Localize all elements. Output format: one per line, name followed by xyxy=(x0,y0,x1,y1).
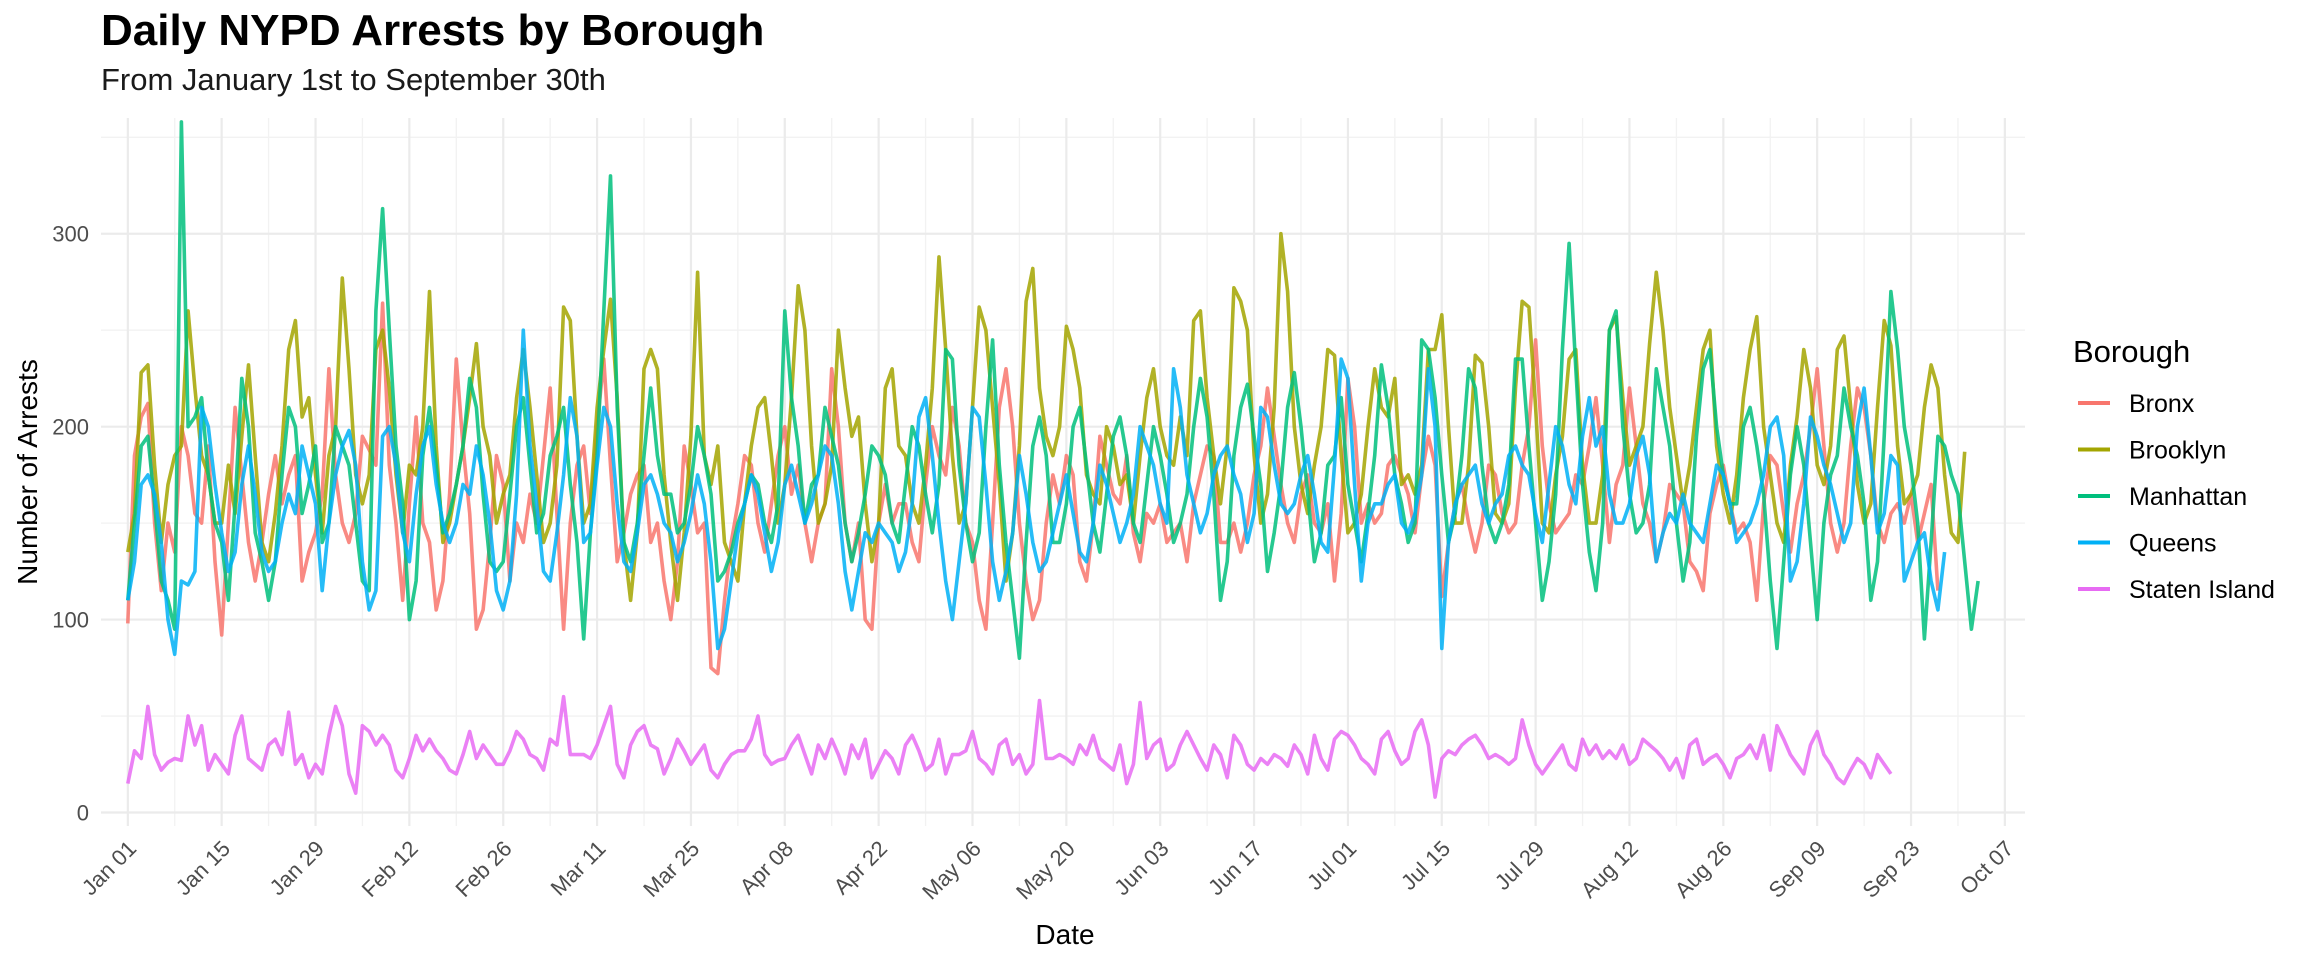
legend: Borough Bronx Brooklyn Manhattan Queens Stat… xyxy=(2073,334,2275,604)
x-tick-label: Mar 25 xyxy=(638,836,704,902)
series-line-brooklyn xyxy=(126,231,1967,603)
y-tick-label: 300 xyxy=(52,222,89,247)
x-tick-label: Jan 15 xyxy=(171,836,235,900)
chart-title: Daily NYPD Arrests by Borough xyxy=(101,6,765,55)
legend-label-queens: Queens xyxy=(2129,530,2217,558)
x-tick-label: Oct 07 xyxy=(1955,836,2019,900)
x-tick-label: Aug 26 xyxy=(1670,836,1737,903)
x-tick-label: May 20 xyxy=(1011,836,1080,905)
y-axis-title: Number of Arrests xyxy=(12,359,43,585)
y-tick-label: 0 xyxy=(77,800,89,825)
legend-label-brooklyn: Brooklyn xyxy=(2129,437,2226,465)
legend-title: Borough xyxy=(2073,334,2190,369)
x-tick-label: Jul 29 xyxy=(1490,836,1549,895)
x-tick-label: Jun 17 xyxy=(1203,836,1267,900)
x-axis-title: Date xyxy=(1035,919,1094,950)
series-line-manhattan xyxy=(126,120,1980,661)
series-line-staten-island xyxy=(126,694,1893,799)
x-tick-label: Jun 03 xyxy=(1109,836,1173,900)
x-tick-label: Jul 15 xyxy=(1396,836,1455,895)
x-tick-label: Jan 01 xyxy=(77,836,141,900)
x-tick-label: Sep 09 xyxy=(1764,836,1831,903)
x-tick-label: Jan 29 xyxy=(265,836,329,900)
legend-label-manhattan: Manhattan xyxy=(2129,483,2247,511)
legend-label-staten-island: Staten Island xyxy=(2129,576,2275,604)
x-tick-label: Apr 08 xyxy=(735,836,799,900)
x-tick-label: May 06 xyxy=(917,836,986,905)
x-tick-label: Jul 01 xyxy=(1302,836,1361,895)
x-tick-label: Feb 26 xyxy=(451,836,517,902)
series-line-queens xyxy=(126,328,1947,657)
y-tick-label: 200 xyxy=(52,415,89,440)
chart-subtitle: From January 1st to September 30th xyxy=(101,62,606,97)
x-tick-label: Mar 11 xyxy=(546,836,611,901)
x-tick-label: Feb 12 xyxy=(357,836,423,902)
legend-label-bronx: Bronx xyxy=(2129,390,2195,418)
x-tick-label: Apr 22 xyxy=(829,836,893,900)
x-tick-label: Aug 12 xyxy=(1576,836,1643,903)
x-tick-label: Sep 23 xyxy=(1857,836,1924,903)
y-tick-label: 100 xyxy=(52,608,89,633)
